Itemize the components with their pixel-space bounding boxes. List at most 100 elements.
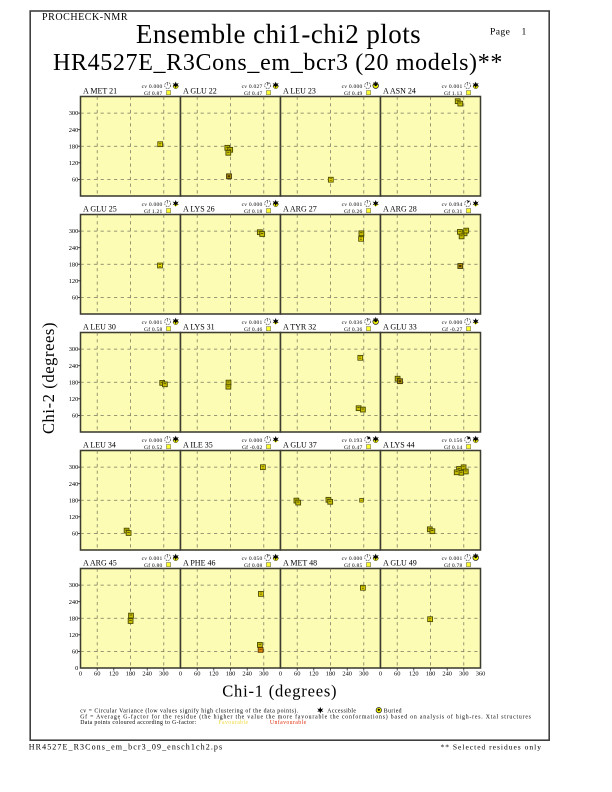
- svg-text:cv 0.156: cv 0.156: [442, 438, 463, 444]
- svg-text:300: 300: [159, 671, 169, 678]
- svg-text:60: 60: [94, 671, 100, 678]
- svg-text:Gf 0.49: Gf 0.49: [344, 90, 363, 97]
- svg-text:A MET 21: A MET 21: [83, 86, 117, 95]
- svg-text:240: 240: [342, 671, 352, 678]
- svg-text:180: 180: [69, 497, 79, 504]
- svg-text:Gf 0.47: Gf 0.47: [244, 90, 263, 97]
- svg-text:cv 0.000: cv 0.000: [142, 84, 163, 90]
- svg-text:360: 360: [476, 671, 486, 678]
- svg-text:cv 0.001: cv 0.001: [142, 556, 163, 562]
- svg-text:300: 300: [259, 671, 269, 678]
- svg-text:Gf = Average G-factor for the: Gf = Average G-factor for the residue (t…: [80, 714, 532, 721]
- svg-text:120: 120: [69, 278, 79, 285]
- svg-text:240: 240: [69, 599, 79, 606]
- svg-text:A LEU 34: A LEU 34: [83, 440, 116, 449]
- svg-text:180: 180: [426, 671, 436, 678]
- svg-text:0: 0: [179, 671, 182, 678]
- svg-text:240: 240: [69, 481, 79, 488]
- svg-text:300: 300: [359, 671, 369, 678]
- svg-text:cv 0.001: cv 0.001: [442, 556, 463, 562]
- svg-text:180: 180: [69, 379, 79, 386]
- svg-text:A ARG 28: A ARG 28: [383, 204, 417, 213]
- svg-text:Gf 0.87: Gf 0.87: [144, 90, 163, 97]
- svg-text:HR4527E_R3Cons_em_bcr3 (20 mod: HR4527E_R3Cons_em_bcr3 (20 models)**: [53, 50, 503, 76]
- svg-text:240: 240: [69, 363, 79, 370]
- svg-text:A GLU 25: A GLU 25: [83, 204, 117, 213]
- svg-text:0: 0: [279, 671, 282, 678]
- svg-text:Favourable: Favourable: [218, 720, 248, 726]
- svg-text:0: 0: [379, 671, 382, 678]
- svg-text:Gf 0.78: Gf 0.78: [444, 562, 463, 569]
- svg-text:Gf -0.27: Gf -0.27: [442, 326, 463, 333]
- svg-text:HR4527E_R3Cons_em_bcr3_09_ensc: HR4527E_R3Cons_em_bcr3_09_ensch1ch2.ps: [29, 743, 223, 752]
- svg-text:120: 120: [309, 671, 319, 678]
- svg-text:A LEU 23: A LEU 23: [283, 86, 316, 95]
- svg-text:cv 0.001: cv 0.001: [342, 202, 363, 208]
- svg-text:A LYS 31: A LYS 31: [183, 322, 215, 331]
- svg-text:180: 180: [326, 671, 336, 678]
- svg-text:cv 0.001: cv 0.001: [442, 84, 463, 90]
- svg-text:Gf 0.85: Gf 0.85: [344, 562, 363, 569]
- svg-text:cv 0.000: cv 0.000: [242, 202, 263, 208]
- svg-text:A ILE 35: A ILE 35: [183, 440, 213, 449]
- svg-text:60: 60: [394, 671, 400, 678]
- svg-text:A GLU 33: A GLU 33: [383, 322, 417, 331]
- svg-text:cv 0.000: cv 0.000: [142, 438, 163, 444]
- svg-text:cv 0.036: cv 0.036: [342, 320, 363, 326]
- svg-text:Gf -0.02: Gf -0.02: [242, 444, 263, 451]
- svg-text:Chi-2 (degrees): Chi-2 (degrees): [39, 322, 58, 434]
- svg-text:180: 180: [126, 671, 136, 678]
- svg-text:Gf 0.26: Gf 0.26: [344, 208, 363, 215]
- svg-text:Chi-1 (degrees): Chi-1 (degrees): [222, 681, 337, 700]
- svg-text:cv = Circular Variance (low va: cv = Circular Variance (low values signi…: [80, 707, 299, 714]
- svg-text:60: 60: [194, 671, 200, 678]
- svg-text:Gf 0.47: Gf 0.47: [344, 444, 363, 451]
- svg-text:Buried: Buried: [384, 708, 402, 714]
- svg-text:240: 240: [242, 671, 252, 678]
- svg-text:Gf 0.80: Gf 0.80: [144, 562, 163, 569]
- svg-text:Gf 0.08: Gf 0.08: [244, 562, 263, 569]
- svg-text:240: 240: [69, 127, 79, 134]
- svg-text:300: 300: [69, 582, 79, 589]
- svg-text:Gf 0.18: Gf 0.18: [244, 208, 263, 215]
- svg-text:300: 300: [69, 346, 79, 353]
- svg-text:Gf 1.13: Gf 1.13: [444, 90, 463, 97]
- svg-text:60: 60: [72, 413, 78, 420]
- svg-text:60: 60: [72, 649, 78, 656]
- svg-text:A LYS 26: A LYS 26: [183, 204, 215, 213]
- svg-text:Gf 0.46: Gf 0.46: [244, 326, 263, 333]
- svg-text:120: 120: [209, 671, 219, 678]
- svg-text:240: 240: [142, 671, 152, 678]
- svg-text:** Selected residues only: ** Selected residues only: [441, 743, 542, 752]
- svg-text:cv 0.193: cv 0.193: [342, 438, 363, 444]
- svg-text:180: 180: [69, 261, 79, 268]
- svg-text:Gf 0.52: Gf 0.52: [144, 444, 163, 451]
- svg-text:Data points coloured according: Data points coloured according to G-fact…: [80, 719, 196, 726]
- svg-text:cv 0.000: cv 0.000: [342, 556, 363, 562]
- svg-text:180: 180: [69, 143, 79, 150]
- svg-text:cv 0.000: cv 0.000: [242, 438, 263, 444]
- svg-text:120: 120: [109, 671, 119, 678]
- svg-text:PROCHECK-NMR: PROCHECK-NMR: [42, 12, 128, 23]
- svg-text:240: 240: [442, 671, 452, 678]
- svg-text:Ensemble chi1-chi2 plots: Ensemble chi1-chi2 plots: [136, 19, 421, 49]
- svg-text:120: 120: [69, 632, 79, 639]
- svg-text:A MET 48: A MET 48: [283, 558, 317, 567]
- svg-text:60: 60: [72, 177, 78, 184]
- svg-text:60: 60: [72, 531, 78, 538]
- svg-text:cv 0.094: cv 0.094: [442, 202, 463, 208]
- svg-text:120: 120: [69, 514, 79, 521]
- svg-text:A GLU 49: A GLU 49: [383, 558, 417, 567]
- svg-text:300: 300: [459, 671, 469, 678]
- svg-text:cv 0.000: cv 0.000: [442, 320, 463, 326]
- svg-text:cv 0.001: cv 0.001: [242, 320, 263, 326]
- svg-text:Gf 0.58: Gf 0.58: [144, 326, 163, 333]
- svg-text:300: 300: [69, 228, 79, 235]
- svg-text:cv 0.000: cv 0.000: [142, 202, 163, 208]
- svg-text:180: 180: [69, 615, 79, 622]
- svg-text:240: 240: [69, 245, 79, 252]
- svg-text:300: 300: [69, 110, 79, 117]
- svg-text:Gf 0.36: Gf 0.36: [344, 326, 363, 333]
- svg-text:A ARG 45: A ARG 45: [83, 558, 117, 567]
- svg-text:A PHE 46: A PHE 46: [183, 558, 215, 567]
